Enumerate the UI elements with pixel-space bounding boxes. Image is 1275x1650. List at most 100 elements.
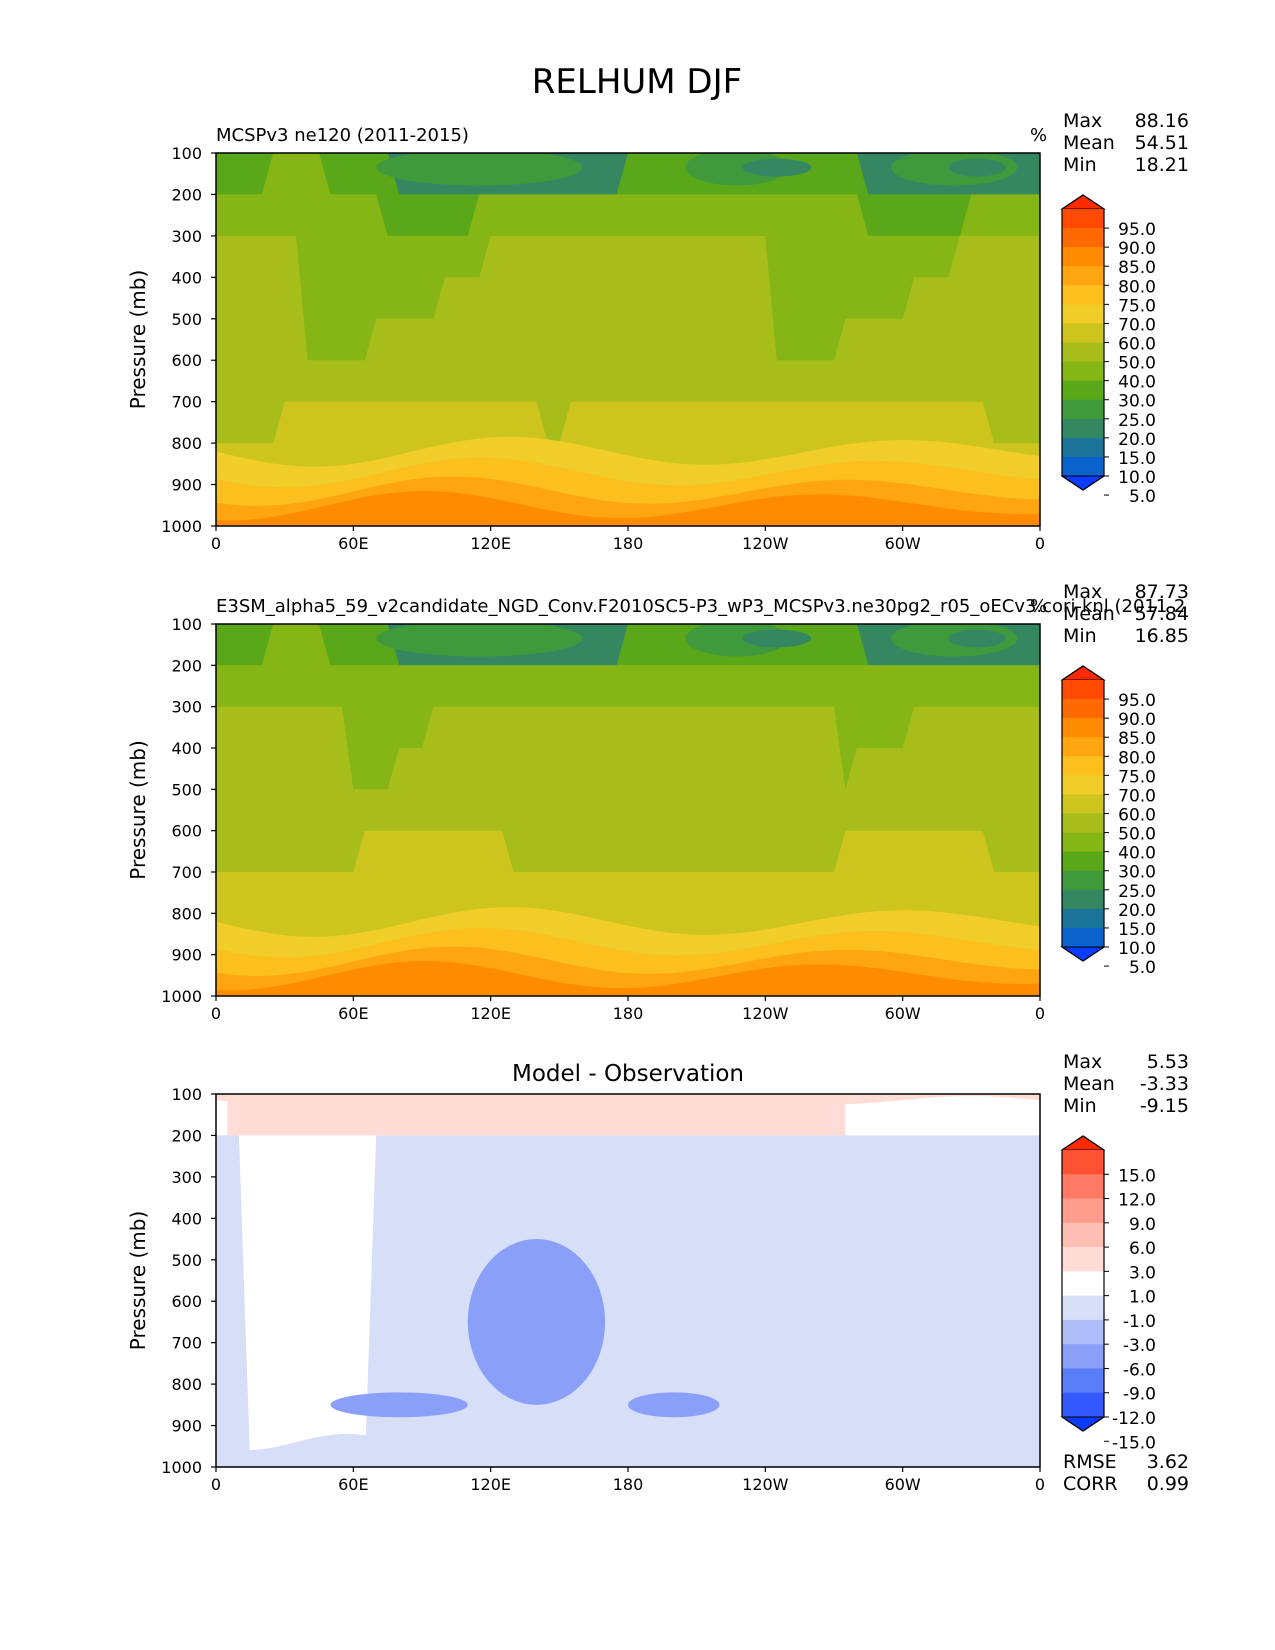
colorbar-segment — [1062, 209, 1104, 229]
colorbar-label: -15.0 — [1112, 1433, 1156, 1453]
colorbar-label: 10.0 — [1118, 468, 1156, 488]
colorbar-segment — [1062, 718, 1104, 738]
colorbar-segment — [1062, 1271, 1104, 1297]
surface-band — [216, 1434, 1040, 1467]
colorbar-segment — [1062, 870, 1104, 891]
stat-label: Min — [1063, 625, 1097, 647]
colorbar-label: 75.0 — [1118, 767, 1156, 787]
colorbar-top-extension — [1060, 1135, 1106, 1151]
colorbar-label: 95.0 — [1118, 220, 1156, 240]
colorbar-top-extension — [1060, 194, 1106, 210]
colorbar-segment — [1062, 437, 1104, 458]
colorbar-segment — [1062, 380, 1104, 401]
y-tick-label: 600 — [171, 351, 202, 370]
x-tick-label: 0 — [211, 534, 221, 553]
colorbar-segment — [1062, 908, 1104, 929]
y-tick-label: 1000 — [161, 1458, 202, 1477]
colorbar-label: 5.0 — [1129, 958, 1156, 978]
colorbar-segment — [1062, 285, 1104, 305]
colorbar-segment — [1062, 342, 1104, 363]
stat-label: Mean — [1063, 603, 1115, 625]
stat-value: 16.85 — [1135, 625, 1189, 647]
colorbar-label: 50.0 — [1118, 354, 1156, 374]
colorbar-label: -9.0 — [1123, 1385, 1156, 1405]
contour-band-surface-3 — [216, 961, 1040, 996]
colorbar-label: 80.0 — [1118, 277, 1156, 297]
field-layer — [216, 624, 1040, 996]
colorbar-label: 15.0 — [1118, 449, 1156, 469]
stat-value: 88.16 — [1135, 110, 1189, 132]
y-tick-label: 600 — [171, 822, 202, 841]
colorbar-segment — [1062, 1295, 1104, 1321]
colorbar-bottom-extension — [1060, 475, 1106, 491]
x-tick-label: 180 — [613, 1475, 644, 1494]
colorbar-segment — [1062, 304, 1104, 324]
colorbar-segment — [1062, 775, 1104, 795]
colorbar-segment — [1062, 927, 1104, 948]
colorbar-segment — [1062, 832, 1104, 853]
y-tick-label: 800 — [171, 904, 202, 923]
colorbar-segment — [1062, 813, 1104, 834]
colorbar-segment — [1062, 399, 1104, 420]
y-tick-label: 700 — [171, 1334, 202, 1353]
x-tick-label: 0 — [211, 1004, 221, 1023]
colorbar-segment — [1062, 1150, 1104, 1175]
colorbar-label: 80.0 — [1118, 748, 1156, 768]
figure-title: RELHUM DJF — [532, 62, 742, 102]
colorbar-label: 12.0 — [1118, 1191, 1156, 1211]
stat-label: Min — [1063, 154, 1097, 176]
x-tick-label: 60W — [885, 1475, 921, 1494]
stat-label: CORR — [1063, 1473, 1118, 1495]
colorbar-segment — [1062, 680, 1104, 700]
colorbar-segment — [1062, 323, 1104, 343]
colorbar-label: 60.0 — [1118, 806, 1156, 826]
colorbar-bottom-extension — [1060, 1416, 1106, 1432]
x-tick-label: 60W — [885, 534, 921, 553]
colorbar-segment — [1062, 266, 1104, 286]
colorbar-label: -1.0 — [1123, 1312, 1156, 1332]
stat-value: 54.51 — [1135, 132, 1189, 154]
panel-reference-model: E3SM_alpha5_59_v2candidate_NGD_Conv.F201… — [126, 581, 1189, 1023]
low-region-1 — [330, 1392, 468, 1418]
x-tick-label: 60E — [338, 534, 368, 553]
colorbar-label: 50.0 — [1118, 825, 1156, 845]
colorbar-segment — [1062, 699, 1104, 719]
y-tick-label: 100 — [171, 615, 202, 634]
colorbar-label: 30.0 — [1118, 392, 1156, 412]
contour-band-1 — [227, 1094, 846, 1136]
x-tick-label: 120W — [742, 1004, 789, 1023]
colorbar-segment — [1062, 418, 1104, 439]
colorbar-label: 10.0 — [1118, 939, 1156, 959]
y-tick-label: 100 — [171, 144, 202, 163]
colorbar-segment — [1062, 1198, 1104, 1224]
dry-region-1-1 — [948, 629, 1006, 648]
x-tick-label: 120E — [470, 534, 511, 553]
colorbar-top-extension — [1060, 665, 1106, 681]
colorbar-label: 15.0 — [1118, 1166, 1156, 1186]
contour-band--3 — [216, 1094, 1040, 1467]
x-tick-label: 120W — [742, 534, 789, 553]
colorbar-bottom-extension — [1060, 946, 1106, 962]
y-tick-label: 400 — [171, 739, 202, 758]
y-tick-label: 900 — [171, 1417, 202, 1436]
x-tick-label: 0 — [1035, 534, 1045, 553]
dry-region-0-0 — [376, 153, 583, 186]
dry-region-1-0 — [742, 158, 812, 177]
dry-region-1-0 — [742, 629, 812, 648]
stat-value: 5.53 — [1147, 1051, 1189, 1073]
panel-title: E3SM_alpha5_59_v2candidate_NGD_Conv.F201… — [216, 596, 1185, 617]
colorbar-segment — [1062, 794, 1104, 814]
stat-value: 87.73 — [1135, 581, 1189, 603]
y-tick-label: 600 — [171, 1292, 202, 1311]
y-tick-label: 800 — [171, 1375, 202, 1394]
colorbar-segment — [1062, 1319, 1104, 1345]
stat-label: Min — [1063, 1095, 1097, 1117]
y-tick-label: 800 — [171, 434, 202, 453]
x-tick-label: 60E — [338, 1004, 368, 1023]
y-tick-label: 100 — [171, 1085, 202, 1104]
colorbar-segment — [1062, 1222, 1104, 1248]
colorbar-segment — [1062, 1368, 1104, 1394]
colorbar-label: 75.0 — [1118, 296, 1156, 316]
y-axis-label: Pressure (mb) — [126, 270, 150, 410]
